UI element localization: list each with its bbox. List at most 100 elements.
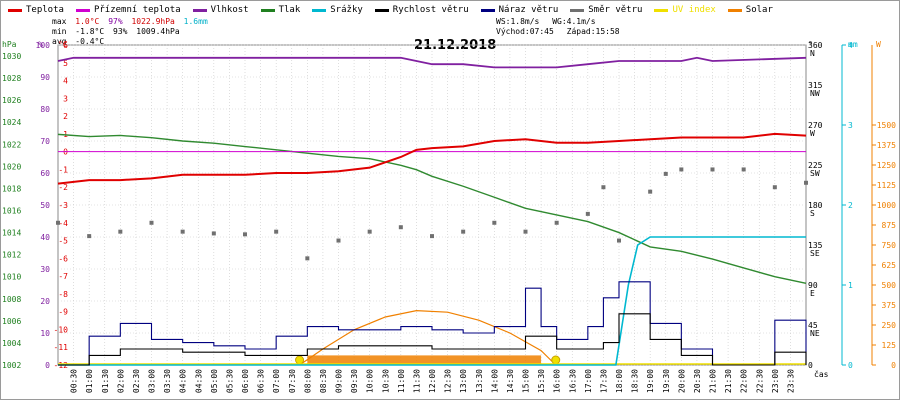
min-temp: -1.8°C xyxy=(75,27,105,36)
tick-time: 20:30 xyxy=(693,369,702,393)
series-temp xyxy=(57,132,807,185)
tick-solar: 750 xyxy=(882,241,897,250)
series-rain xyxy=(58,236,806,366)
tick-pressure: 1006 xyxy=(2,317,21,326)
tick-humidity: 70 xyxy=(40,137,50,146)
tick-time: 13:30 xyxy=(475,369,484,393)
tick-time: 21:30 xyxy=(724,369,733,393)
tick-time: 06:30 xyxy=(257,369,266,393)
legend-item: UV index xyxy=(654,4,716,16)
tick-temp: -7 xyxy=(58,272,68,281)
tick-direction-name: NE xyxy=(810,329,820,338)
tick-time: 16:00 xyxy=(553,369,562,393)
tick-time: 14:00 xyxy=(490,369,499,393)
tick-solar: 0 xyxy=(891,361,896,370)
max-label: max xyxy=(52,17,67,26)
tick-solar: 125 xyxy=(882,341,897,350)
tick-temp: -3 xyxy=(58,201,68,210)
tick-solar: 250 xyxy=(882,321,897,330)
tick-direction-name: SE xyxy=(810,249,820,258)
legend-item: Srážky xyxy=(312,4,363,16)
legend-swatch xyxy=(480,8,495,12)
tick-temp: -8 xyxy=(58,290,68,299)
legend-label: Náraz větru xyxy=(498,5,559,15)
grid-lines xyxy=(58,44,806,366)
tick-humidity: 80 xyxy=(40,105,50,114)
direction-point xyxy=(274,229,279,234)
tick-time: 11:00 xyxy=(397,369,406,393)
tick-direction: 225 xyxy=(808,161,823,170)
tick-temp: 5 xyxy=(63,59,68,68)
tick-direction-name: NW xyxy=(810,89,820,98)
direction-point xyxy=(663,171,668,176)
tick-pressure: 1024 xyxy=(2,118,21,127)
legend-item: Přízemní teplota xyxy=(75,4,181,16)
legend-label: Přízemní teplota xyxy=(93,5,181,15)
tick-temp: -4 xyxy=(58,219,68,228)
tick-time: 03:00 xyxy=(148,369,157,393)
legend-item: Náraz větru xyxy=(480,4,559,16)
axis-unit-degc: °C xyxy=(58,40,68,49)
direction-point xyxy=(601,185,606,190)
tick-direction: 360 xyxy=(808,41,823,50)
direction-point xyxy=(56,220,60,225)
tick-time: 05:30 xyxy=(225,369,234,393)
tick-pressure: 1012 xyxy=(2,251,21,260)
tick-time: 13:00 xyxy=(459,369,468,393)
tick-direction-name: N xyxy=(810,49,815,58)
tick-time: 10:30 xyxy=(381,369,390,393)
direction-point xyxy=(87,234,92,239)
tick-temp: -6 xyxy=(58,254,68,263)
tick-pressure: 1004 xyxy=(2,339,21,348)
tick-humidity: 50 xyxy=(40,201,50,210)
tick-time: 21:00 xyxy=(709,369,718,393)
legend-item: Tlak xyxy=(260,4,300,16)
tick-humidity: 0 xyxy=(45,361,50,370)
tick-time: 07:30 xyxy=(288,369,297,393)
tick-solar: 1125 xyxy=(877,181,896,190)
solar-actual-area xyxy=(307,355,542,365)
sunrise: Východ:07:45 xyxy=(496,27,554,36)
direction-point xyxy=(554,220,559,225)
legend-label: Teplota xyxy=(26,5,64,15)
tick-humidity: 20 xyxy=(40,297,50,306)
tick-temp: -2 xyxy=(58,183,68,192)
direction-point xyxy=(336,238,341,243)
tick-temp: -1 xyxy=(58,165,68,174)
tick-time: 01:00 xyxy=(85,369,94,393)
tick-solar: 500 xyxy=(882,281,897,290)
direction-point xyxy=(149,220,154,225)
axis-unit-w: W xyxy=(876,40,881,49)
direction-point xyxy=(585,211,590,216)
tick-time: 12:00 xyxy=(428,369,437,393)
tick-pressure: 1026 xyxy=(2,96,21,105)
legend: Teplota Přízemní teplota Vlhkost Tlak Srážky… xyxy=(8,4,785,16)
min-humidity: 93% xyxy=(113,27,128,36)
direction-point xyxy=(118,229,123,234)
legend-item: Teplota xyxy=(8,4,64,16)
tick-solar: 1250 xyxy=(877,161,896,170)
axis-unit-mm: mm xyxy=(848,40,858,49)
tick-solar: 1375 xyxy=(877,141,896,150)
tick-time: 18:30 xyxy=(631,369,640,393)
tick-time: 08:00 xyxy=(303,369,312,393)
legend-label: Vlhkost xyxy=(210,5,249,15)
rain-total: 1.6mm xyxy=(183,17,208,26)
stats-block: max 1.0°C 97% 1022.9hPa 1.6mm min -1.8°C… xyxy=(52,17,212,47)
tick-humidity: 30 xyxy=(40,265,50,274)
tick-solar: 375 xyxy=(882,301,897,310)
legend-item: Vlhkost xyxy=(192,4,249,16)
legend-label: Směr větru xyxy=(588,5,643,15)
legend-label: UV index xyxy=(672,5,716,15)
legend-swatch xyxy=(8,8,22,12)
direction-point xyxy=(648,189,653,194)
tick-time: 18:00 xyxy=(615,369,624,393)
tick-time: 06:00 xyxy=(241,369,250,393)
tick-humidity: 10 xyxy=(40,329,50,338)
tick-temp: -10 xyxy=(54,325,69,334)
tick-time: 23:30 xyxy=(786,369,795,393)
tick-temp: -5 xyxy=(58,237,68,246)
axis-unit-hpa: hPa xyxy=(2,40,17,49)
series-humidity xyxy=(57,56,807,69)
